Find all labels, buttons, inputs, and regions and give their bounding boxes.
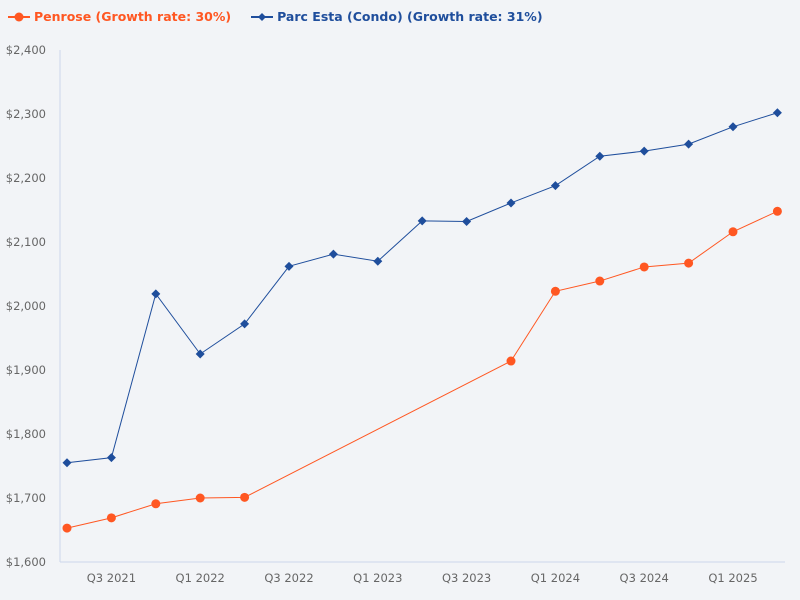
data-point <box>328 249 338 259</box>
diamond-marker-icon <box>251 12 274 21</box>
x-tick-label: Q3 2023 <box>442 571 491 585</box>
data-point <box>772 206 782 216</box>
data-point <box>462 217 472 227</box>
data-point <box>195 349 205 359</box>
data-point <box>151 499 161 509</box>
x-tick-label: Q3 2024 <box>620 571 669 585</box>
legend-label: Penrose (Growth rate: 30%) <box>34 9 232 24</box>
legend: Penrose (Growth rate: 30%) Parc Esta (Co… <box>8 9 543 24</box>
circle-marker-icon <box>8 12 30 21</box>
x-tick-label: Q1 2023 <box>353 571 402 585</box>
data-point <box>595 151 605 161</box>
y-tick-label: $2,000 <box>6 299 46 313</box>
x-tick-label: Q1 2024 <box>531 571 580 585</box>
series-line-parc-esta <box>66 112 778 464</box>
y-tick-label: $2,300 <box>6 107 46 121</box>
data-point <box>550 181 560 191</box>
data-point <box>195 493 205 503</box>
data-point <box>106 453 116 463</box>
data-point <box>62 523 72 533</box>
y-tick-label: $1,600 <box>6 555 46 569</box>
data-point <box>595 276 605 286</box>
x-tick-label: Q3 2021 <box>87 571 136 585</box>
data-point <box>772 108 782 118</box>
x-tick-label: Q1 2022 <box>176 571 225 585</box>
data-point <box>728 122 738 132</box>
data-point <box>639 146 649 156</box>
data-point <box>728 227 738 237</box>
legend-item-parc-esta[interactable]: Parc Esta (Condo) (Growth rate: 31%) <box>251 9 543 24</box>
data-point <box>684 258 694 268</box>
data-point <box>373 256 383 266</box>
data-point <box>240 319 250 329</box>
y-tick-label: $2,100 <box>6 235 46 249</box>
y-tick-label: $2,200 <box>6 171 46 185</box>
data-point <box>106 513 116 523</box>
series-line-penrose <box>66 210 778 529</box>
y-tick-label: $1,800 <box>6 427 46 441</box>
x-tick-label: Q3 2022 <box>264 571 313 585</box>
x-tick-label: Q1 2025 <box>708 571 757 585</box>
y-tick-label: $2,400 <box>6 43 46 57</box>
data-point <box>506 356 516 366</box>
data-point <box>684 139 694 149</box>
legend-item-penrose[interactable]: Penrose (Growth rate: 30%) <box>8 9 231 24</box>
y-tick-label: $1,900 <box>6 363 46 377</box>
data-point <box>62 458 72 468</box>
y-tick-label: $1,700 <box>6 491 46 505</box>
data-point <box>550 286 560 296</box>
data-point <box>506 198 516 208</box>
data-point <box>240 492 250 502</box>
data-point <box>639 262 649 272</box>
legend-label: Parc Esta (Condo) (Growth rate: 31%) <box>277 9 543 24</box>
data-point <box>417 216 427 226</box>
data-point <box>151 289 161 299</box>
data-point <box>284 261 294 271</box>
